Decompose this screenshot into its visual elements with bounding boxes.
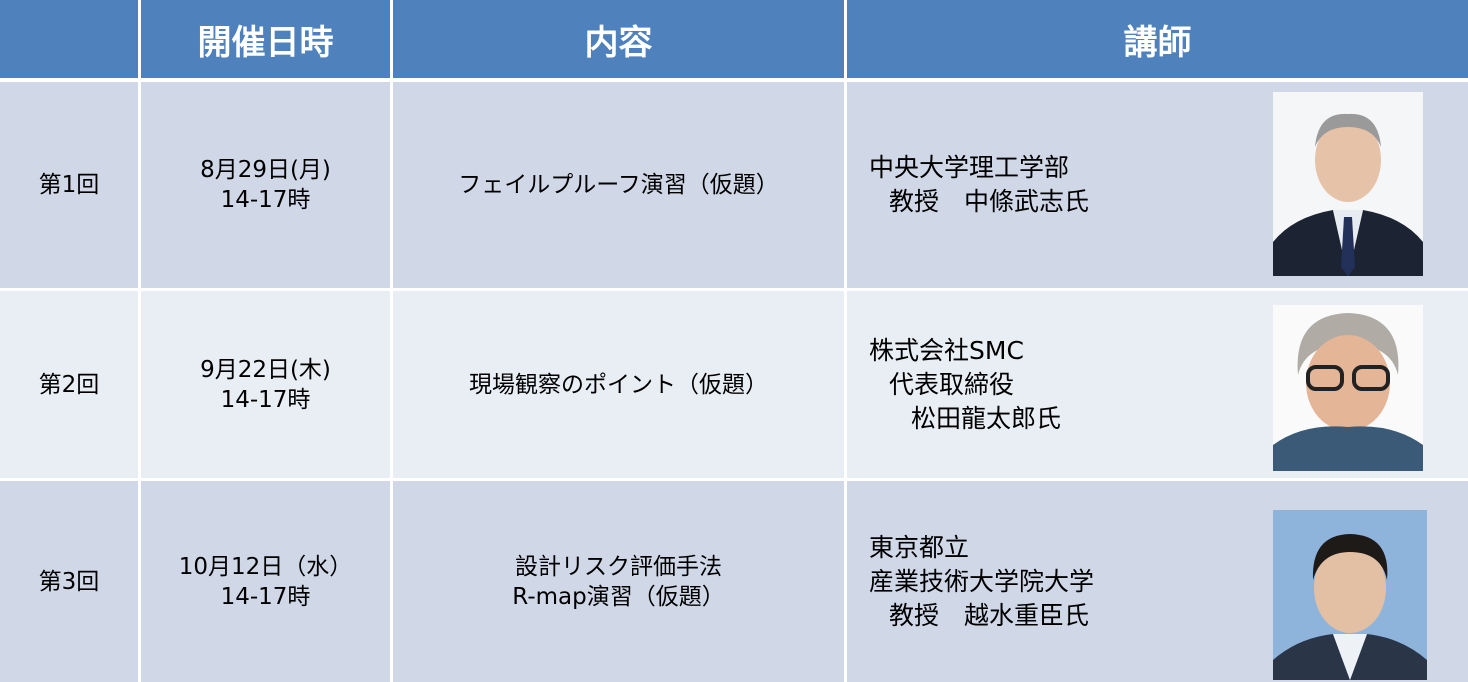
instructor-photo [1273, 92, 1423, 276]
cell-text: 10月12日（水） [178, 553, 353, 580]
cell-text: 松田龍太郎氏 [911, 403, 1062, 433]
cell-text: 現場観察のポイント（仮題） [469, 371, 768, 398]
cell-text: 8月29日(月) [200, 157, 331, 183]
header-cell: 講師 [847, 0, 1468, 78]
cell-text: 教授 中條武志氏 [889, 187, 1090, 216]
cell-text: 第3回 [38, 568, 100, 595]
cell-text: フェイルプルーフ演習（仮題） [458, 172, 779, 198]
instructor-photo [1273, 305, 1423, 471]
content-cell: フェイルプルーフ演習（仮題） [393, 82, 844, 288]
cell-text: 株式会社SMC [869, 335, 1024, 365]
cell-text: 第2回 [38, 371, 100, 398]
cell-text: 内容 [584, 22, 653, 63]
content-cell: 設計リスク評価手法 R-map演習（仮題） [393, 481, 844, 682]
header-cell [0, 0, 138, 78]
header-cell: 内容 [393, 0, 844, 78]
cell-text: 14-17時 [220, 187, 311, 213]
datetime-cell: 10月12日（水） 14-17時 [141, 481, 390, 682]
header-cell: 開催日時 [141, 0, 390, 78]
instructor-photo [1273, 510, 1427, 680]
content-cell: 現場観察のポイント（仮題） [393, 291, 844, 478]
cell-text: 産業技術大学院大学 [869, 566, 1095, 596]
session-cell: 第2回 [0, 291, 138, 478]
cell-text: 教授 越水重臣氏 [889, 600, 1090, 630]
cell-text: 代表取締役 [889, 369, 1015, 399]
cell-text: 設計リスク評価手法 [515, 553, 722, 580]
datetime-cell: 8月29日(月) 14-17時 [141, 82, 390, 288]
datetime-cell: 9月22日(木) 14-17時 [141, 291, 390, 478]
session-cell: 第3回 [0, 481, 138, 682]
cell-text: 14-17時 [220, 386, 311, 413]
cell-text: 9月22日(木) [200, 356, 331, 383]
cell-text: 第1回 [38, 172, 100, 198]
cell-text: R-map演習（仮題） [512, 583, 725, 610]
cell-text: 14-17時 [220, 583, 311, 610]
session-cell: 第1回 [0, 82, 138, 288]
cell-text: 講師 [1123, 22, 1192, 63]
cell-text: 東京都立 [869, 532, 970, 562]
cell-text: 開催日時 [197, 22, 334, 63]
cell-text: 中央大学理工学部 [869, 153, 1070, 182]
